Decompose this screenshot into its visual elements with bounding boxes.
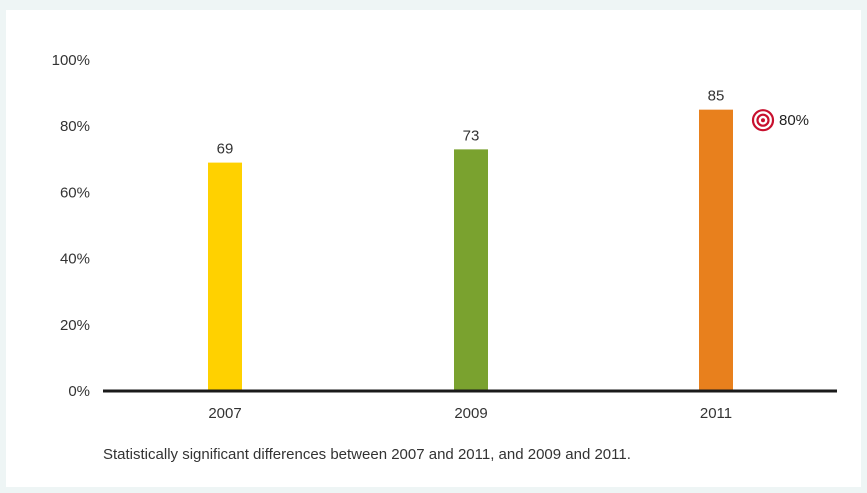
y-tick-label: 80% — [60, 118, 90, 135]
y-tick-label: 0% — [68, 383, 90, 400]
bar-2011 — [699, 109, 733, 392]
target-label: 80% — [779, 112, 809, 129]
x-tick-label-2011: 2011 — [700, 405, 732, 422]
footnote: Statistically significant differences be… — [103, 446, 631, 463]
value-label-2011: 85 — [708, 88, 725, 105]
y-tick-label: 20% — [60, 317, 90, 334]
y-tick-label: 40% — [60, 251, 90, 268]
value-label-2007: 69 — [217, 141, 234, 158]
bar-2009 — [454, 149, 488, 391]
target-icon-inner — [756, 113, 770, 127]
target-icon-center — [761, 118, 765, 123]
y-tick-label: 60% — [60, 184, 90, 201]
x-tick-label-2007: 2007 — [208, 405, 241, 422]
value-labels: 69 73 85 — [217, 88, 725, 158]
value-label-2009: 73 — [463, 127, 480, 144]
target-icon-outer — [751, 109, 775, 132]
bars — [208, 109, 733, 392]
target-marker: 80% — [751, 109, 809, 132]
y-tick-label: 100% — [52, 52, 90, 69]
x-tick-label-2009: 2009 — [454, 405, 487, 422]
bar-2007 — [208, 162, 242, 391]
x-axis-labels: 2007 2009 2011 — [208, 405, 732, 422]
y-axis-labels: 0% 20% 40% 60% 80% 100% — [52, 52, 90, 400]
